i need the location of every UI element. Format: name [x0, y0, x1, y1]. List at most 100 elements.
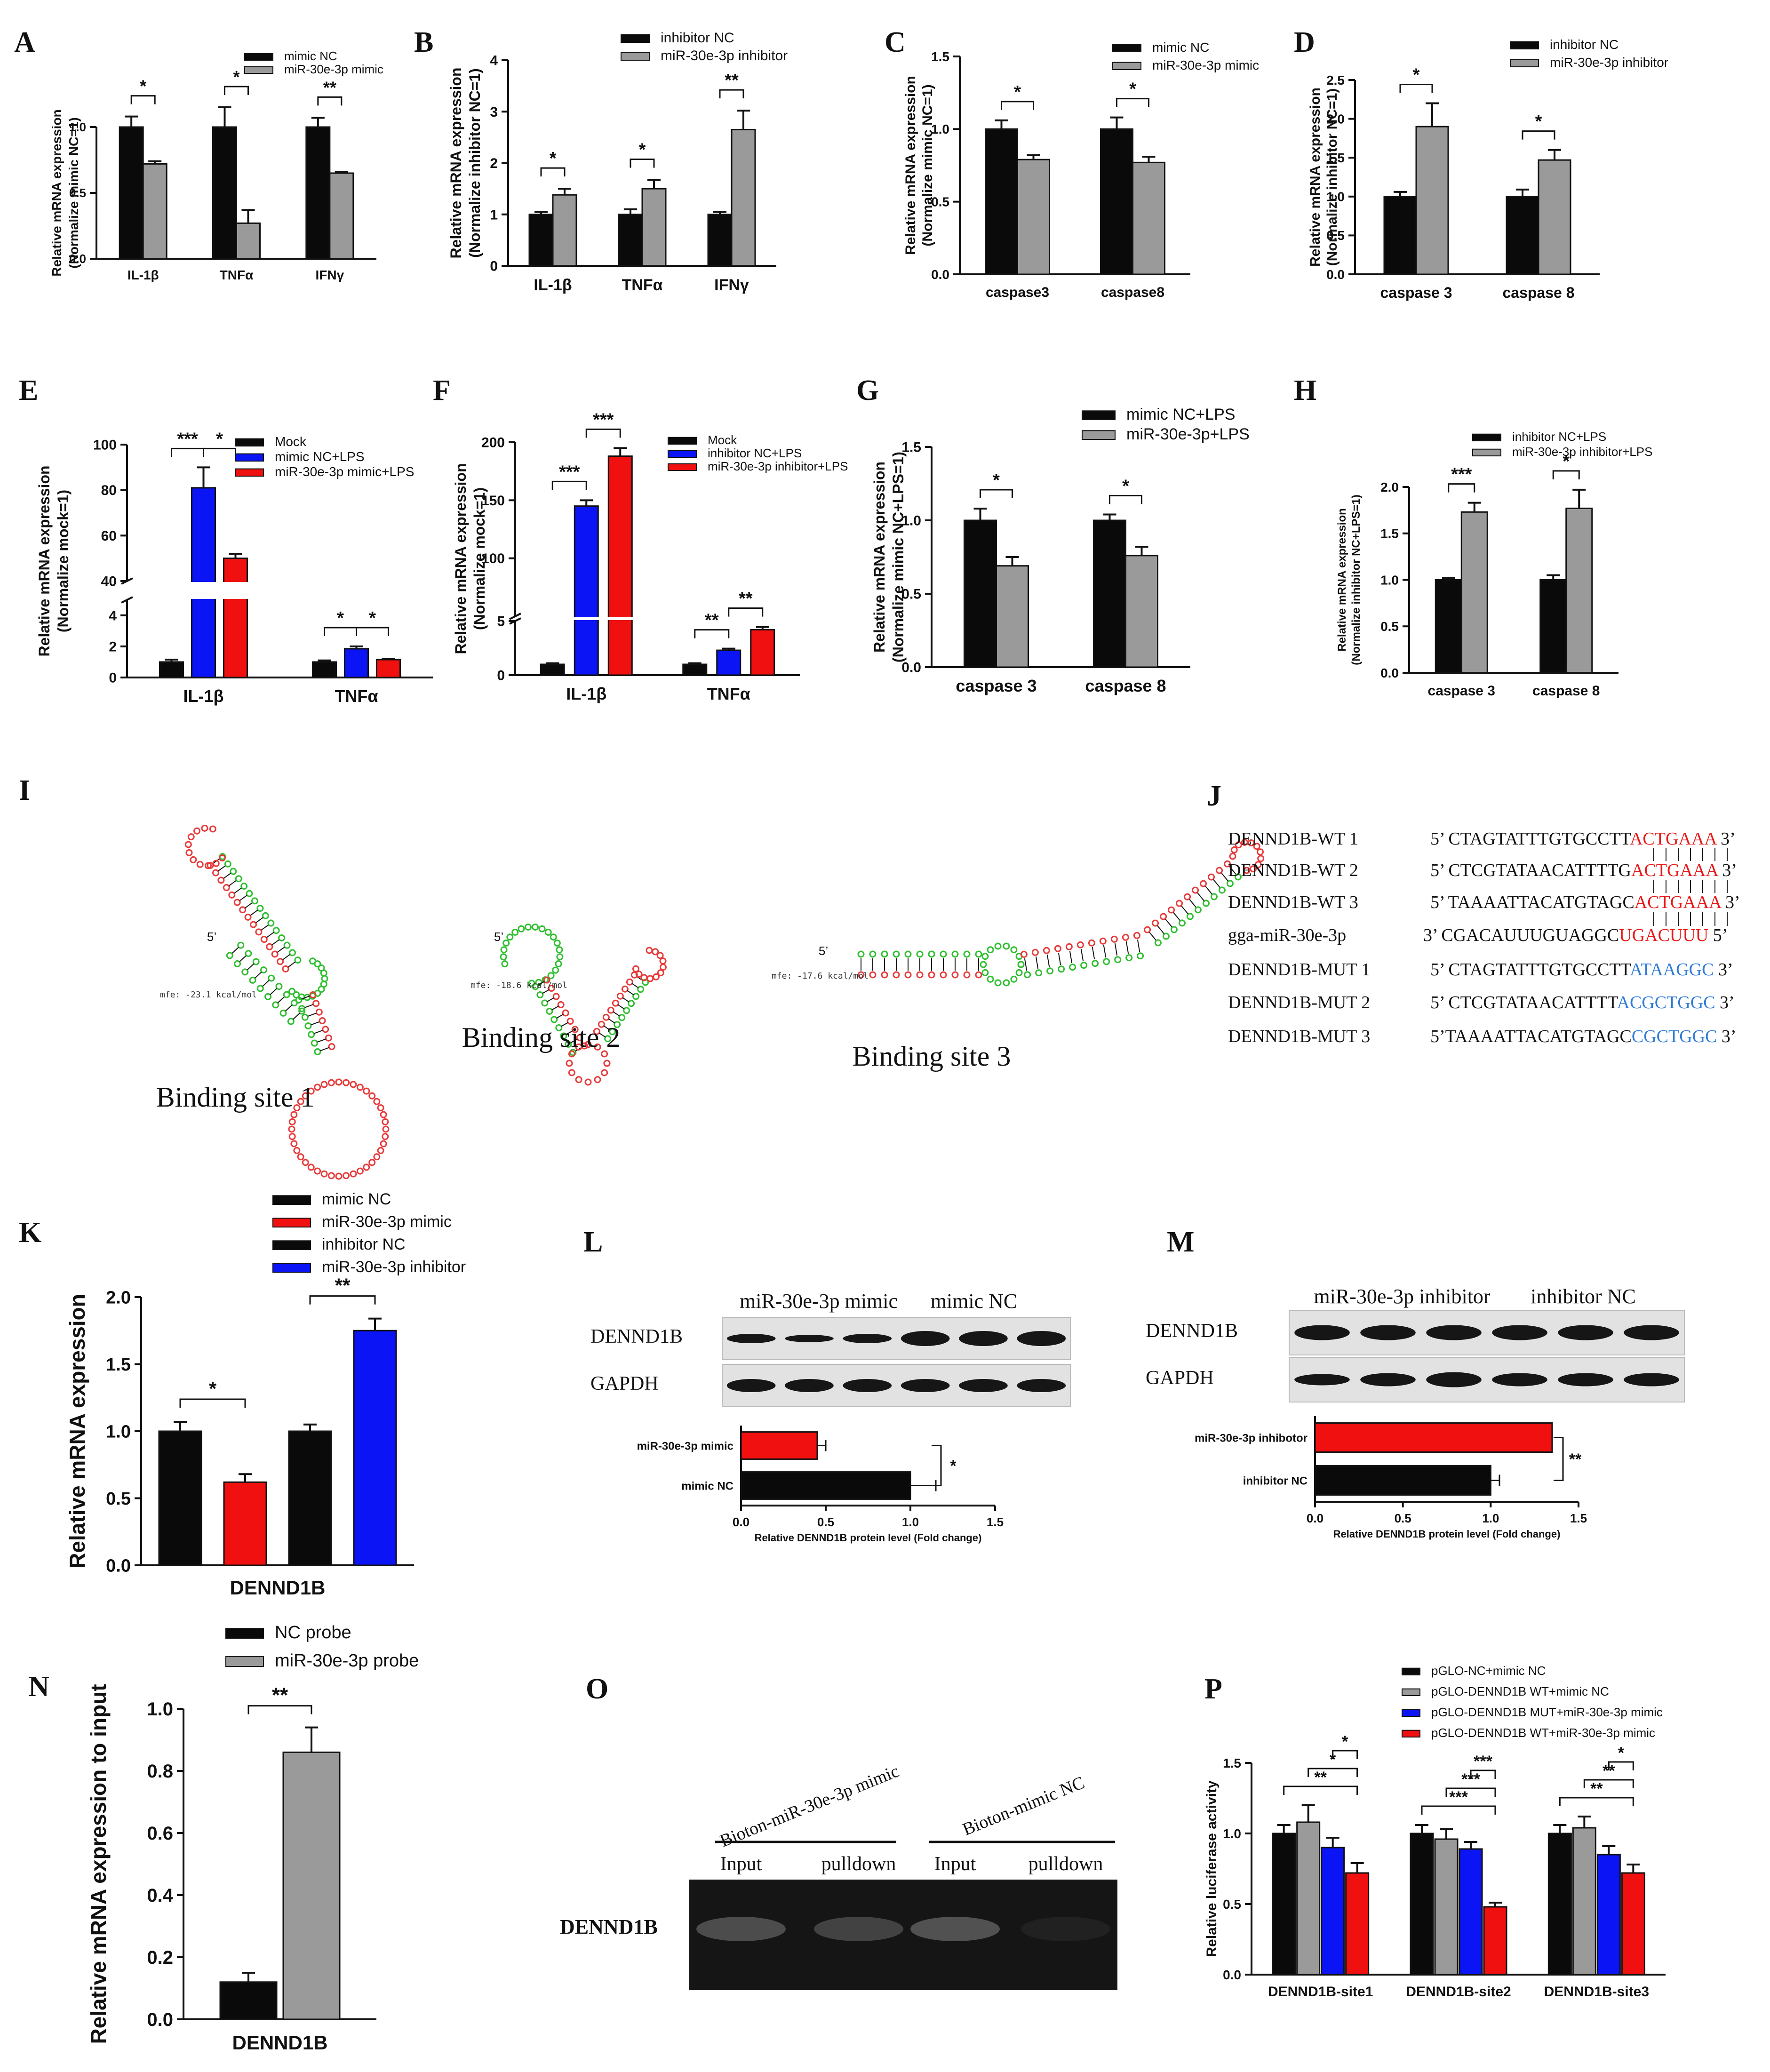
blot-band — [1426, 1372, 1482, 1387]
panel-N: N 0.0 0.2 0.4 0.6 0.8 1.0 Relative mRNA express… — [28, 1623, 419, 2054]
nucleotide — [1020, 950, 1028, 958]
nucleotide — [1178, 919, 1186, 927]
y-axis-label: (Normalize inhibitor NC=1) — [466, 68, 483, 258]
nucleotide — [327, 1172, 335, 1179]
significance-bracket — [247, 1705, 312, 1714]
blot-band — [1294, 1374, 1350, 1386]
blot-band — [1017, 1379, 1066, 1392]
base-pair — [551, 1005, 559, 1011]
x-tick-label: IL-1β — [128, 268, 159, 282]
bar-TNFα-miR-30e-3p mimic — [236, 222, 261, 260]
blot-band — [959, 1331, 1008, 1346]
nucleotide — [314, 1048, 321, 1055]
y-tick-label: 100 — [93, 438, 117, 453]
nucleotide — [1253, 843, 1260, 850]
x-tick-label: IL-1β — [183, 686, 224, 706]
y-tick-label: 0.0 — [1380, 666, 1399, 680]
y-tick-label: 3 — [490, 104, 498, 120]
nucleotide — [235, 875, 242, 883]
x-tick-label: 0.0 — [733, 1515, 749, 1529]
nucleotide — [1031, 948, 1039, 956]
significance-bracket — [728, 607, 764, 617]
y-tick-label: 1.5 — [901, 440, 921, 455]
nucleotide — [518, 925, 525, 932]
legend-swatch — [272, 1240, 311, 1251]
nucleotide — [239, 906, 247, 914]
bar-DENND1B-miR-30e-3p mimic — [223, 1481, 267, 1566]
panel-label: A — [14, 26, 35, 58]
nucleotide — [288, 1133, 296, 1140]
x-tick-label: caspase 8 — [1085, 676, 1166, 695]
significance-bracket — [719, 89, 744, 99]
nucleotide — [187, 833, 195, 841]
panel-L_bar: 0.0 0.5 1.0 1.5 Relative DENND1B protein lev… — [637, 1426, 1004, 1544]
legend-swatch — [621, 34, 650, 43]
nucleotide — [319, 1017, 326, 1025]
nucleotide — [652, 973, 660, 980]
sequence-name: DENND1B-WT 1 — [1228, 829, 1358, 849]
blot-band — [1017, 1331, 1066, 1346]
panel-label: J — [1207, 780, 1221, 812]
y-tick-label: 100 — [481, 551, 505, 566]
nucleotide — [1162, 932, 1170, 940]
y-axis-label: Relative mRNA expression — [452, 463, 469, 654]
nucleotide — [382, 1125, 390, 1133]
base-pair — [245, 902, 253, 908]
significance-label: *** — [177, 429, 198, 449]
panel-label: E — [19, 375, 38, 406]
legend-swatch — [1472, 448, 1501, 457]
nucleotide — [562, 1009, 569, 1017]
blot-band — [1426, 1325, 1482, 1340]
nucleotide — [368, 1092, 376, 1100]
significance-label: * — [639, 140, 646, 160]
nucleotide — [1065, 943, 1073, 950]
sequence-name: DENND1B-WT 2 — [1228, 861, 1358, 880]
nucleotide — [218, 854, 226, 862]
nucleotide — [544, 928, 552, 936]
nucleotide — [618, 1014, 626, 1021]
y-tick-label: 0.8 — [147, 1761, 173, 1782]
nucleotide — [268, 974, 275, 982]
significance-label: * — [1330, 1751, 1336, 1769]
significance-label: * — [950, 1457, 957, 1475]
nucleotide — [616, 992, 624, 1000]
bar-TNFα-Mock — [682, 663, 708, 676]
base-pair — [231, 947, 239, 954]
nucleotide — [1003, 979, 1010, 987]
nucleotide — [377, 1104, 384, 1112]
significance-bracket — [1421, 1805, 1496, 1815]
nucleotide — [1154, 939, 1162, 947]
significance-bracket — [1308, 1768, 1358, 1777]
nucleotide — [609, 1028, 616, 1036]
bar-break-gap — [190, 582, 217, 599]
nucleotide — [963, 950, 971, 958]
bar-IFNγ-miR-30e-3p inhibitor — [731, 128, 756, 267]
legend-swatch — [272, 1263, 311, 1273]
nucleotide — [916, 971, 924, 979]
mfe-label: mfe: -18.6 kcal/mol — [470, 980, 567, 990]
nucleotide — [500, 946, 508, 954]
x-tick-label: IFNγ — [714, 276, 749, 294]
nucleotide — [288, 988, 296, 995]
y-axis-label: Relative mRNA expression to input — [86, 1684, 111, 2044]
base-pair — [608, 1018, 615, 1024]
y-tick-label: 0.0 — [901, 660, 921, 676]
sequence-text: 5’TAAAATTACATGTAGCCGCTGGC 3’ — [1430, 1027, 1737, 1046]
legend-label: Mock — [275, 434, 307, 449]
nucleotide — [245, 950, 252, 957]
x-tick-label: TNFα — [335, 686, 378, 706]
base-pair — [1125, 941, 1129, 954]
x-tick-label: TNFα — [707, 684, 750, 703]
five-prime-label: 5’ — [207, 930, 216, 944]
nucleotide — [290, 1140, 298, 1148]
base-pair — [239, 895, 247, 901]
nucleotide — [314, 1167, 321, 1175]
nucleotide — [1076, 941, 1084, 948]
nucleotide — [1122, 933, 1129, 941]
bar-inhibitor NC — [1314, 1465, 1491, 1496]
base-pair — [1114, 943, 1118, 956]
base-pair — [239, 955, 247, 962]
blot-band — [1360, 1325, 1416, 1340]
bar-mimic NC — [740, 1471, 911, 1500]
base-pair — [613, 1011, 620, 1017]
